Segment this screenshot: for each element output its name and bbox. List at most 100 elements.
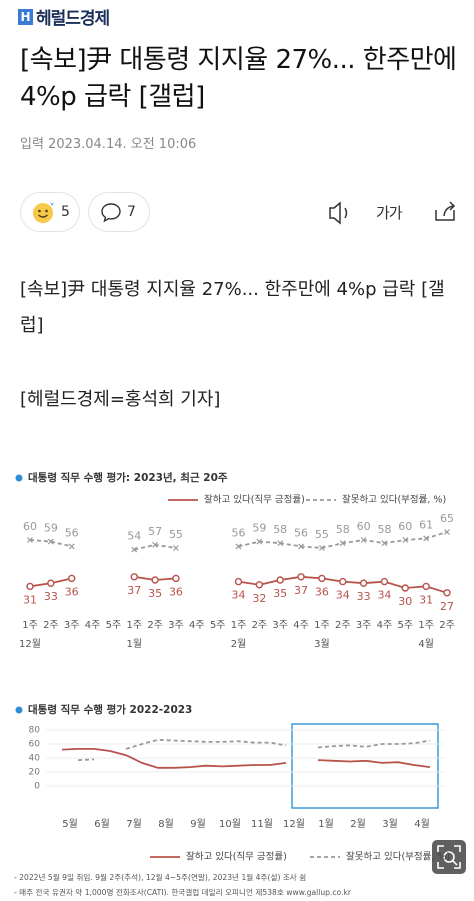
x-tick-label: 1주: [126, 620, 142, 631]
x-tick-label: 9월: [190, 818, 206, 830]
x-group-label: 12월: [19, 638, 41, 650]
logo-icon: H: [18, 8, 33, 25]
value-label: 35: [273, 587, 287, 600]
like-button[interactable]: 5: [20, 192, 80, 232]
legend-label: 잘하고 있다(직무 긍정률): [204, 494, 305, 506]
x-tick-label: 2주: [43, 620, 59, 631]
x-tick-label: 1주: [22, 620, 38, 631]
point: [26, 582, 34, 591]
x-tick-label: 2주: [335, 620, 351, 631]
value-label: 35: [148, 587, 162, 600]
x-group-label: 3월: [314, 638, 330, 650]
value-label: 33: [44, 590, 58, 603]
series-line: [61, 748, 431, 769]
point: [297, 573, 305, 581]
y-tick-label: 20: [29, 768, 41, 778]
x-group-label: 2월: [231, 638, 247, 650]
body-paragraph: [속보]尹 대통령 지지율 27%... 한주만에 4%p 급락 [갤럽]: [20, 279, 445, 336]
point: [27, 537, 33, 543]
y-tick-label: 0: [34, 782, 40, 792]
x-group-label: 4월: [418, 638, 434, 650]
point: [444, 529, 450, 535]
x-tick-label: 2주: [252, 620, 268, 631]
point: [339, 540, 346, 547]
point: [381, 540, 388, 547]
title-dot: [15, 706, 23, 714]
x-tick-label: 4주: [293, 620, 309, 631]
logo-text: 헤럴드경제: [36, 9, 110, 29]
point: [131, 546, 138, 553]
toolbar-icons: [329, 201, 456, 225]
value-label: 60: [357, 520, 371, 533]
x-tick-label: 5월: [62, 818, 78, 830]
x-tick-label: 4주: [377, 620, 393, 631]
zoom-button[interactable]: [432, 840, 466, 874]
publish-date: 입력 2023.04.14. 오전 10:06: [20, 137, 197, 152]
value-label: 59: [44, 522, 58, 535]
x-tick-label: 3주: [356, 620, 372, 631]
headline: [속보]尹 대통령 지지율 27%... 한주만에 4%p 급락 [갤럽]: [20, 45, 457, 112]
like-count: 5: [61, 204, 70, 220]
comment-count: 7: [127, 204, 136, 220]
value-label: 58: [336, 523, 350, 536]
y-tick-label: 40: [29, 754, 41, 764]
point: [234, 577, 243, 586]
value-label: 36: [169, 585, 183, 598]
footnote: - 매주 전국 유권자 약 1,000명 전화조사(CATI). 한국갤럽 데일…: [14, 887, 352, 897]
point: [360, 537, 367, 543]
tts-button[interactable]: [329, 201, 348, 225]
x-tick-label: 3주: [272, 620, 288, 631]
value-label: 37: [294, 584, 308, 597]
point: [172, 574, 180, 583]
value-label: 36: [65, 585, 79, 598]
x-tick-label: 2월: [350, 818, 366, 830]
legend-label: 잘하고 있다(직무 긍정률): [186, 851, 287, 863]
point: [318, 574, 326, 583]
font-size-button[interactable]: 가가: [376, 204, 403, 222]
x-tick-label: 8월: [158, 818, 174, 830]
x-tick-label: 6월: [94, 818, 110, 830]
value-label: 56: [65, 526, 79, 539]
comment-icon: [101, 203, 121, 223]
legend-label: 잘못하고 있다(부정률, %): [342, 494, 446, 506]
point: [152, 541, 159, 548]
point: [67, 574, 76, 583]
value-label: 58: [273, 523, 287, 536]
value-label: 36: [315, 585, 329, 598]
point: [235, 543, 242, 550]
chart-title: 대통령 직무 수행 평가 2022-2023: [28, 703, 192, 716]
zoom-icon: [437, 845, 461, 869]
x-tick-label: 10월: [219, 818, 241, 830]
x-tick-label: 3주: [168, 620, 184, 631]
value-label: 60: [398, 520, 412, 533]
logo[interactable]: H 헤럴드경제: [18, 4, 110, 29]
x-tick-label: 1주: [231, 620, 247, 631]
x-tick-label: 4월: [414, 818, 430, 830]
point: [402, 537, 409, 543]
x-tick-label: 3월: [382, 818, 398, 830]
point: [47, 579, 55, 587]
point: [277, 540, 284, 547]
x-tick-label: 11월: [251, 818, 273, 830]
like-icon: [33, 202, 54, 223]
value-label: 27: [440, 600, 454, 613]
byline: [헤럴드경제=홍석희 기자]: [20, 389, 221, 410]
value-label: 31: [419, 593, 433, 606]
comment-button[interactable]: 7: [88, 192, 150, 232]
point: [151, 576, 159, 584]
value-label: 30: [398, 595, 412, 608]
share-button[interactable]: [435, 201, 456, 221]
point: [380, 577, 389, 586]
highlight-box: [291, 723, 439, 809]
value-label: 54: [127, 530, 141, 543]
value-label: 59: [252, 522, 266, 535]
point: [359, 579, 368, 587]
legend-label: 잘못하고 있다(부정률, %): [346, 851, 450, 863]
x-group-label: 1월: [126, 638, 142, 650]
footnote: - 2022년 5월 9일 취임. 9월 2주(추석), 12월 4~5주(연말…: [14, 872, 306, 882]
value-label: 55: [315, 528, 329, 541]
point: [318, 545, 325, 551]
value-label: 55: [169, 528, 183, 541]
